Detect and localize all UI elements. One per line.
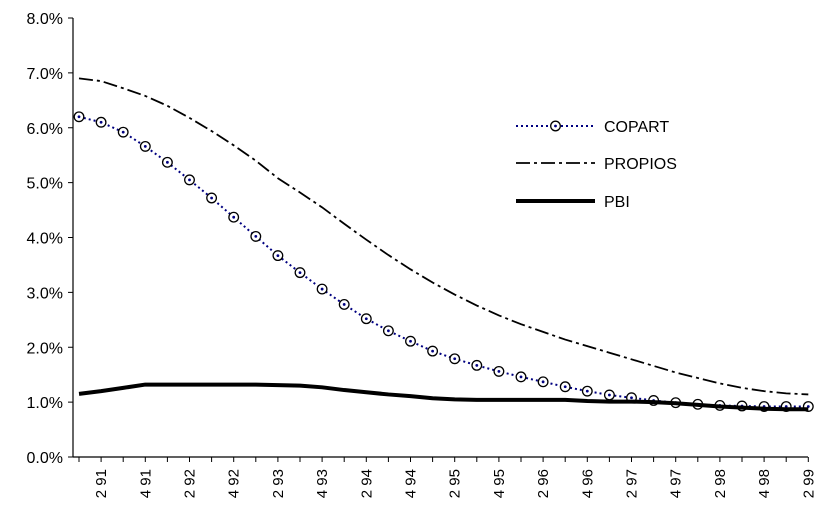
x-tick-label: 4 94 (403, 469, 420, 498)
data-point-center (497, 369, 501, 373)
data-point-center (166, 160, 169, 164)
y-tick-label: 2.0% (27, 340, 63, 357)
data-point-center (99, 120, 103, 124)
legend-label: PROPIOS (604, 156, 677, 173)
y-tick-label: 6.0% (27, 121, 63, 138)
data-point-center (453, 357, 457, 361)
x-tick-label: 2 92 (182, 469, 199, 498)
x-tick-label: 4 93 (314, 469, 331, 498)
legend-item-pbi: PBI (516, 194, 630, 211)
data-point-center (541, 380, 545, 384)
axes (72, 18, 808, 458)
y-tick-label: 8.0% (27, 11, 63, 28)
series-copart (73, 111, 814, 412)
legend-item-propios: PROPIOS (516, 156, 677, 173)
series-propios (78, 77, 809, 396)
x-tick-label: 2 94 (358, 469, 375, 498)
x-tick-label: 2 93 (270, 469, 287, 498)
legend-label: COPART (604, 119, 669, 136)
data-point-center (276, 254, 280, 258)
x-axis-ticks: 2 91 4 91 2 92 4 92 2 93 4 93 2 94 4 94 2 95 4 95… (78, 457, 815, 498)
x-tick-label: 4 97 (668, 469, 685, 498)
legend-marker-center (554, 124, 557, 128)
data-point-center (364, 317, 368, 321)
series-layer (73, 77, 814, 412)
data-point-center (519, 375, 523, 379)
data-point-center (298, 271, 302, 275)
data-point-center (806, 405, 810, 408)
data-point-center (320, 287, 324, 291)
data-point-center (630, 396, 633, 400)
data-point-center (77, 115, 81, 119)
data-point-center (563, 385, 567, 389)
data-point-center (188, 178, 191, 182)
y-tick-label: 1.0% (27, 395, 63, 412)
data-point-center (342, 303, 346, 306)
x-tick-label: 2 95 (447, 469, 464, 498)
x-tick-label: 4 98 (756, 469, 773, 498)
x-tick-label: 4 92 (226, 469, 243, 498)
data-point-center (585, 389, 589, 393)
data-point-center (143, 145, 147, 148)
data-point-center (254, 235, 258, 238)
y-tick-label: 4.0% (27, 231, 63, 248)
series-line (78, 382, 809, 412)
series-line (78, 77, 809, 396)
y-tick-label: 3.0% (27, 285, 63, 302)
x-tick-label: 4 91 (137, 469, 154, 498)
x-tick-label: 2 96 (535, 469, 552, 498)
data-point-center (431, 349, 434, 353)
series-line (78, 115, 809, 408)
x-tick-label: 4 96 (579, 469, 596, 498)
data-point-center (475, 363, 479, 367)
y-axis-ticks: 0.0% 1.0% 2.0% 3.0% 4.0% 5.0% 6.0% 7.0% 8.0% (27, 11, 73, 467)
legend-label: PBI (604, 194, 630, 211)
x-tick-label: 2 97 (624, 469, 641, 498)
x-tick-label: 2 98 (712, 469, 729, 498)
legend: COPART PROPIOS PBI (516, 119, 677, 211)
y-tick-label: 7.0% (27, 66, 63, 83)
data-point-center (608, 393, 611, 397)
legend-item-copart: COPART (516, 119, 669, 136)
data-point-center (232, 215, 236, 219)
data-point-center (387, 329, 390, 333)
data-point-center (121, 130, 125, 134)
x-tick-label: 2 91 (93, 469, 110, 498)
y-tick-label: 0.0% (27, 450, 63, 467)
series-pbi (78, 382, 809, 412)
x-tick-label: 4 95 (491, 469, 508, 498)
data-point-center (210, 196, 214, 200)
data-point-center (784, 405, 788, 408)
x-tick-label: 2 99 (800, 469, 815, 498)
y-tick-label: 5.0% (27, 176, 63, 193)
data-point-center (409, 339, 412, 343)
